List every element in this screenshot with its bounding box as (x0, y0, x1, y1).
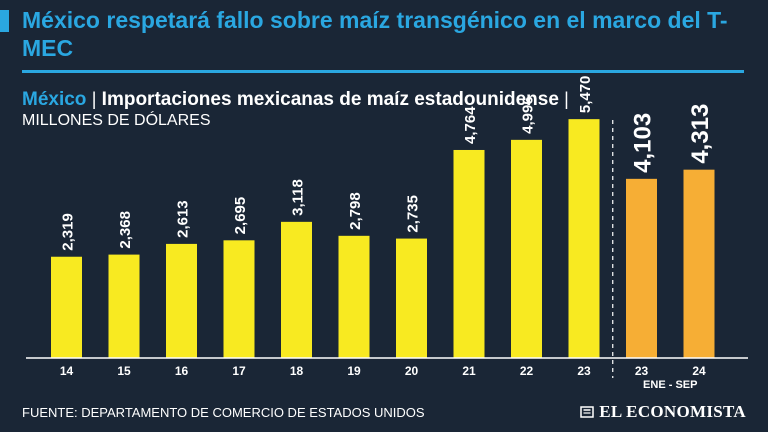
newspaper-icon (580, 406, 595, 418)
source-note: FUENTE: DEPARTAMENTO DE COMERCIO DE ESTA… (22, 405, 425, 420)
x-tick-label: 18 (290, 364, 304, 378)
subtitle-title: Importaciones mexicanas de maíz estadoun… (101, 89, 559, 110)
bar (568, 119, 600, 358)
data-label: 4,313 (687, 104, 714, 164)
bar (338, 235, 370, 358)
data-label: 3,118 (290, 179, 307, 216)
bar (223, 240, 255, 358)
x-tick-label: 16 (175, 364, 189, 378)
bar (166, 243, 197, 358)
bar (626, 178, 657, 358)
bar (453, 149, 485, 358)
x-tick-label: 24 (692, 364, 706, 378)
data-label: 2,613 (175, 200, 192, 238)
headline-divider (22, 70, 744, 73)
bar (511, 139, 542, 358)
brand-name: EL ECONOMISTA (599, 402, 746, 421)
x-tick-label: 22 (520, 364, 534, 378)
subtitle-unit: MILLONES DE DÓLARES (22, 112, 211, 129)
data-label: 4,764 (462, 106, 479, 144)
data-label: 2,798 (347, 192, 364, 230)
x-tick-label: 17 (232, 364, 246, 378)
bar (396, 238, 427, 358)
data-label: 5,470 (577, 76, 594, 114)
chart-subtitle: México | Importaciones mexicanas de maíz… (22, 89, 622, 131)
group-label: ENE - SEP (643, 379, 697, 391)
subtitle-separator-2: | (564, 89, 569, 109)
bar (51, 256, 82, 358)
bar (108, 254, 140, 358)
subtitle-separator: | (91, 89, 97, 109)
data-label: 2,319 (60, 213, 77, 251)
subtitle-country: México (22, 89, 87, 110)
data-label: 2,695 (232, 197, 249, 235)
data-label: 2,735 (405, 195, 422, 233)
headline-accent-bar (0, 10, 9, 32)
x-tick-label: 19 (347, 364, 361, 378)
brand-logo: EL ECONOMISTA (580, 402, 746, 422)
bar (683, 169, 715, 358)
data-label: 2,368 (117, 211, 134, 249)
x-tick-label: 23 (635, 364, 649, 378)
x-tick-label: 23 (577, 364, 591, 378)
x-tick-label: 15 (117, 364, 131, 378)
x-tick-label: 20 (405, 364, 419, 378)
data-label: 4,996 (520, 96, 537, 134)
headline: México respetará fallo sobre maíz transg… (22, 7, 728, 61)
data-label: 4,103 (630, 113, 657, 173)
x-tick-label: 21 (462, 364, 476, 378)
bar (281, 221, 312, 358)
x-tick-label: 14 (60, 364, 74, 378)
